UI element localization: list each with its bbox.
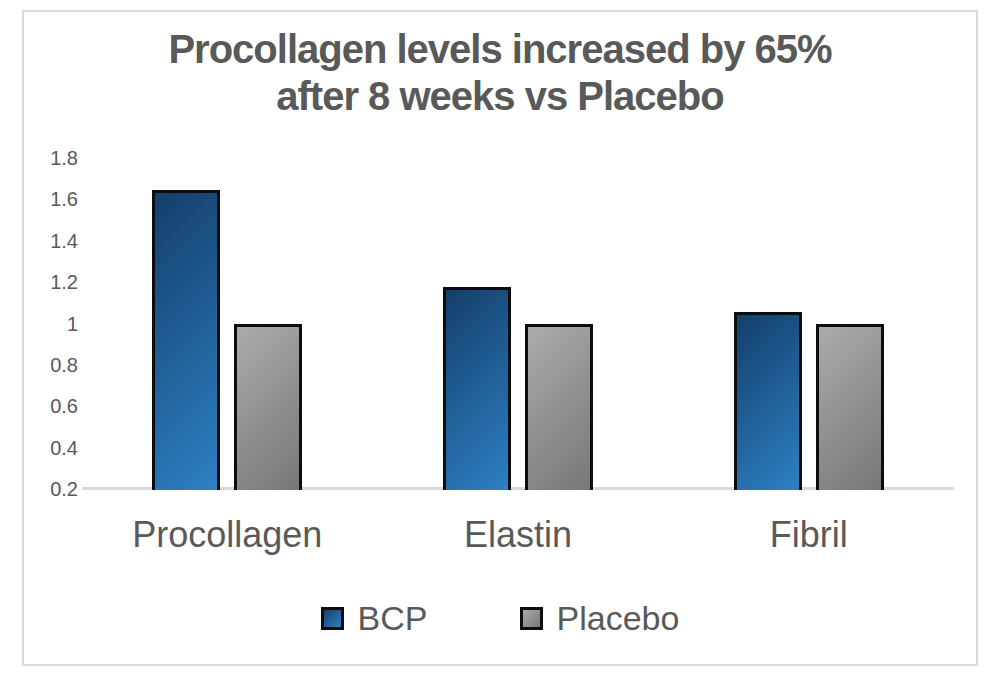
legend-label-placebo: Placebo <box>557 599 680 638</box>
y-axis-tick-label: 1 <box>18 312 78 336</box>
y-axis-tick-label: 0.8 <box>18 353 78 377</box>
legend: BCP Placebo <box>0 599 1000 638</box>
bar-group-elastin <box>443 287 593 490</box>
bar-bcp-procollagen <box>152 190 220 490</box>
chart-title-line2: after 8 weeks vs Placebo <box>0 73 1000 120</box>
legend-swatch-bcp <box>321 607 344 630</box>
bar-bcp-elastin <box>443 287 511 490</box>
category-label-fibril: Fibril <box>659 514 959 556</box>
y-axis-tick-label: 1.2 <box>18 270 78 294</box>
bar-placebo-fibril <box>816 324 884 490</box>
chart-title-line1: Procollagen levels increased by 65% <box>0 26 1000 73</box>
y-axis-tick-label: 0.2 <box>18 477 78 501</box>
legend-label-bcp: BCP <box>358 599 428 638</box>
y-axis-tick-label: 1.6 <box>18 187 78 211</box>
y-axis-tick-label: 0.4 <box>18 436 78 460</box>
legend-item-placebo: Placebo <box>520 599 680 638</box>
bar-placebo-procollagen <box>234 324 302 490</box>
category-label-elastin: Elastin <box>368 514 668 556</box>
y-axis-tick-label: 1.8 <box>18 146 78 170</box>
bar-group-fibril <box>734 312 884 490</box>
legend-item-bcp: BCP <box>321 599 428 638</box>
y-axis-tick-label: 1.4 <box>18 229 78 253</box>
category-label-procollagen: Procollagen <box>77 514 377 556</box>
bar-group-procollagen <box>152 190 302 490</box>
bar-bcp-fibril <box>734 312 802 490</box>
legend-swatch-placebo <box>520 607 543 630</box>
chart-title: Procollagen levels increased by 65% afte… <box>0 26 1000 120</box>
y-axis-tick-label: 0.6 <box>18 394 78 418</box>
bar-placebo-elastin <box>525 324 593 490</box>
